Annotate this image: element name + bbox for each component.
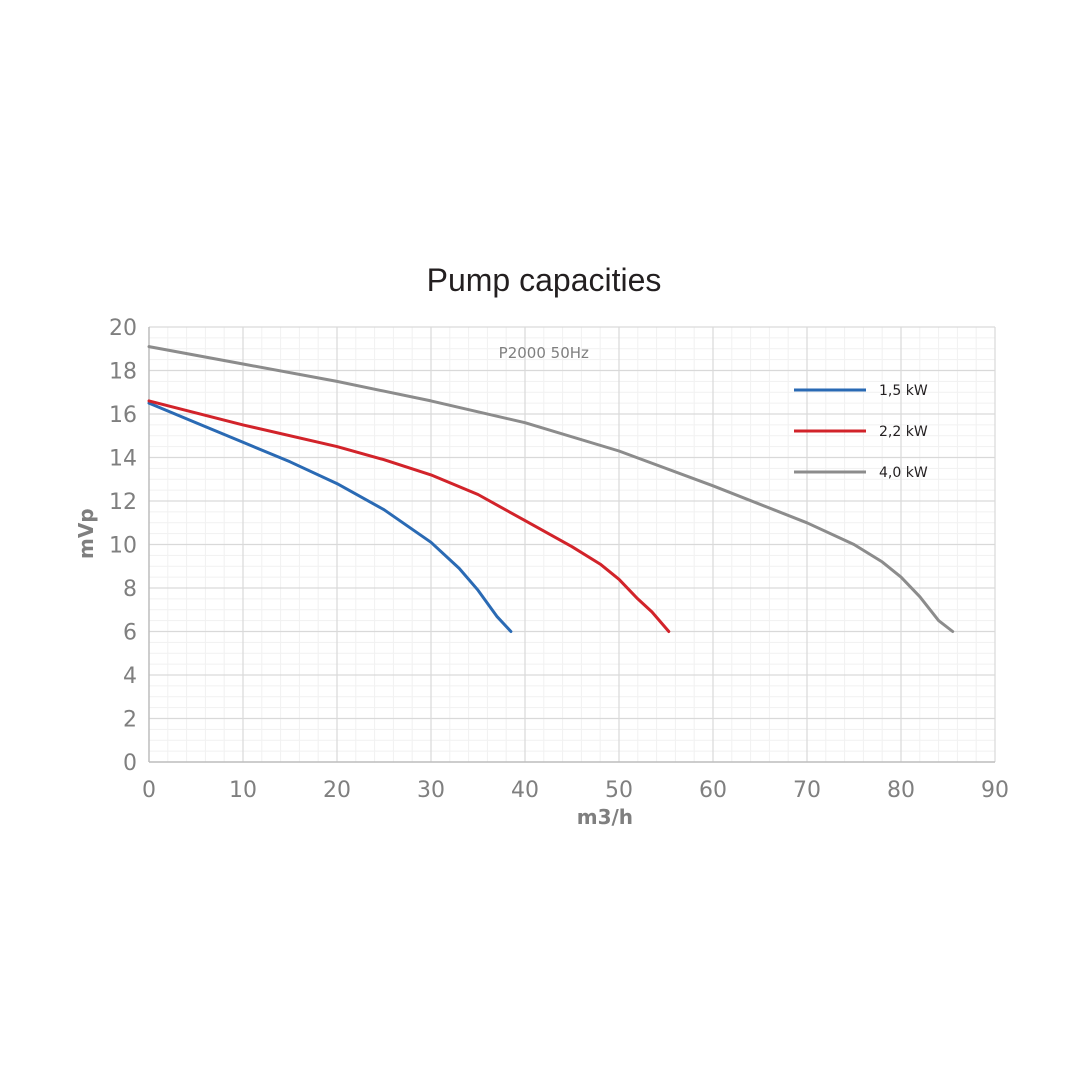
y-axis-title: mVp <box>74 508 98 559</box>
x-tick-label: 80 <box>887 778 915 803</box>
y-tick-label: 12 <box>109 490 137 515</box>
x-tick-label: 10 <box>229 778 257 803</box>
y-tick-label: 10 <box>109 534 137 559</box>
y-tick-label: 0 <box>123 751 137 776</box>
y-tick-label: 4 <box>123 664 137 689</box>
y-tick-label: 18 <box>109 360 137 385</box>
chart-annotation: P2000 50Hz <box>499 344 589 362</box>
y-tick-label: 16 <box>109 403 137 428</box>
x-tick-label: 0 <box>142 778 156 803</box>
legend-label: 4,0 kW <box>879 465 928 481</box>
x-tick-label: 60 <box>699 778 727 803</box>
series-lines <box>147 345 955 633</box>
legend: 1,5 kW 2,2 kW 4,0 kW <box>794 383 928 481</box>
x-tick-label: 20 <box>323 778 351 803</box>
x-tick-label: 90 <box>981 778 1009 803</box>
chart-title: Pump capacities <box>426 262 662 298</box>
x-tick-labels: 0 10 20 30 40 50 60 70 80 90 <box>142 778 1009 803</box>
x-tick-label: 70 <box>793 778 821 803</box>
x-tick-label: 50 <box>605 778 633 803</box>
x-tick-label: 30 <box>417 778 445 803</box>
series-line <box>147 401 513 633</box>
series-line <box>147 345 955 633</box>
y-tick-label: 14 <box>109 447 137 472</box>
y-tick-label: 8 <box>123 577 137 602</box>
y-tick-label: 20 <box>109 316 137 341</box>
y-tick-labels: 0 2 4 6 8 10 12 14 16 18 20 <box>109 316 137 776</box>
legend-label: 2,2 kW <box>879 424 928 440</box>
x-tick-label: 40 <box>511 778 539 803</box>
legend-label: 1,5 kW <box>879 383 928 399</box>
y-tick-label: 6 <box>123 621 137 646</box>
x-axis-title: m3/h <box>577 805 633 829</box>
series-line <box>147 399 671 633</box>
y-tick-label: 2 <box>123 708 137 733</box>
